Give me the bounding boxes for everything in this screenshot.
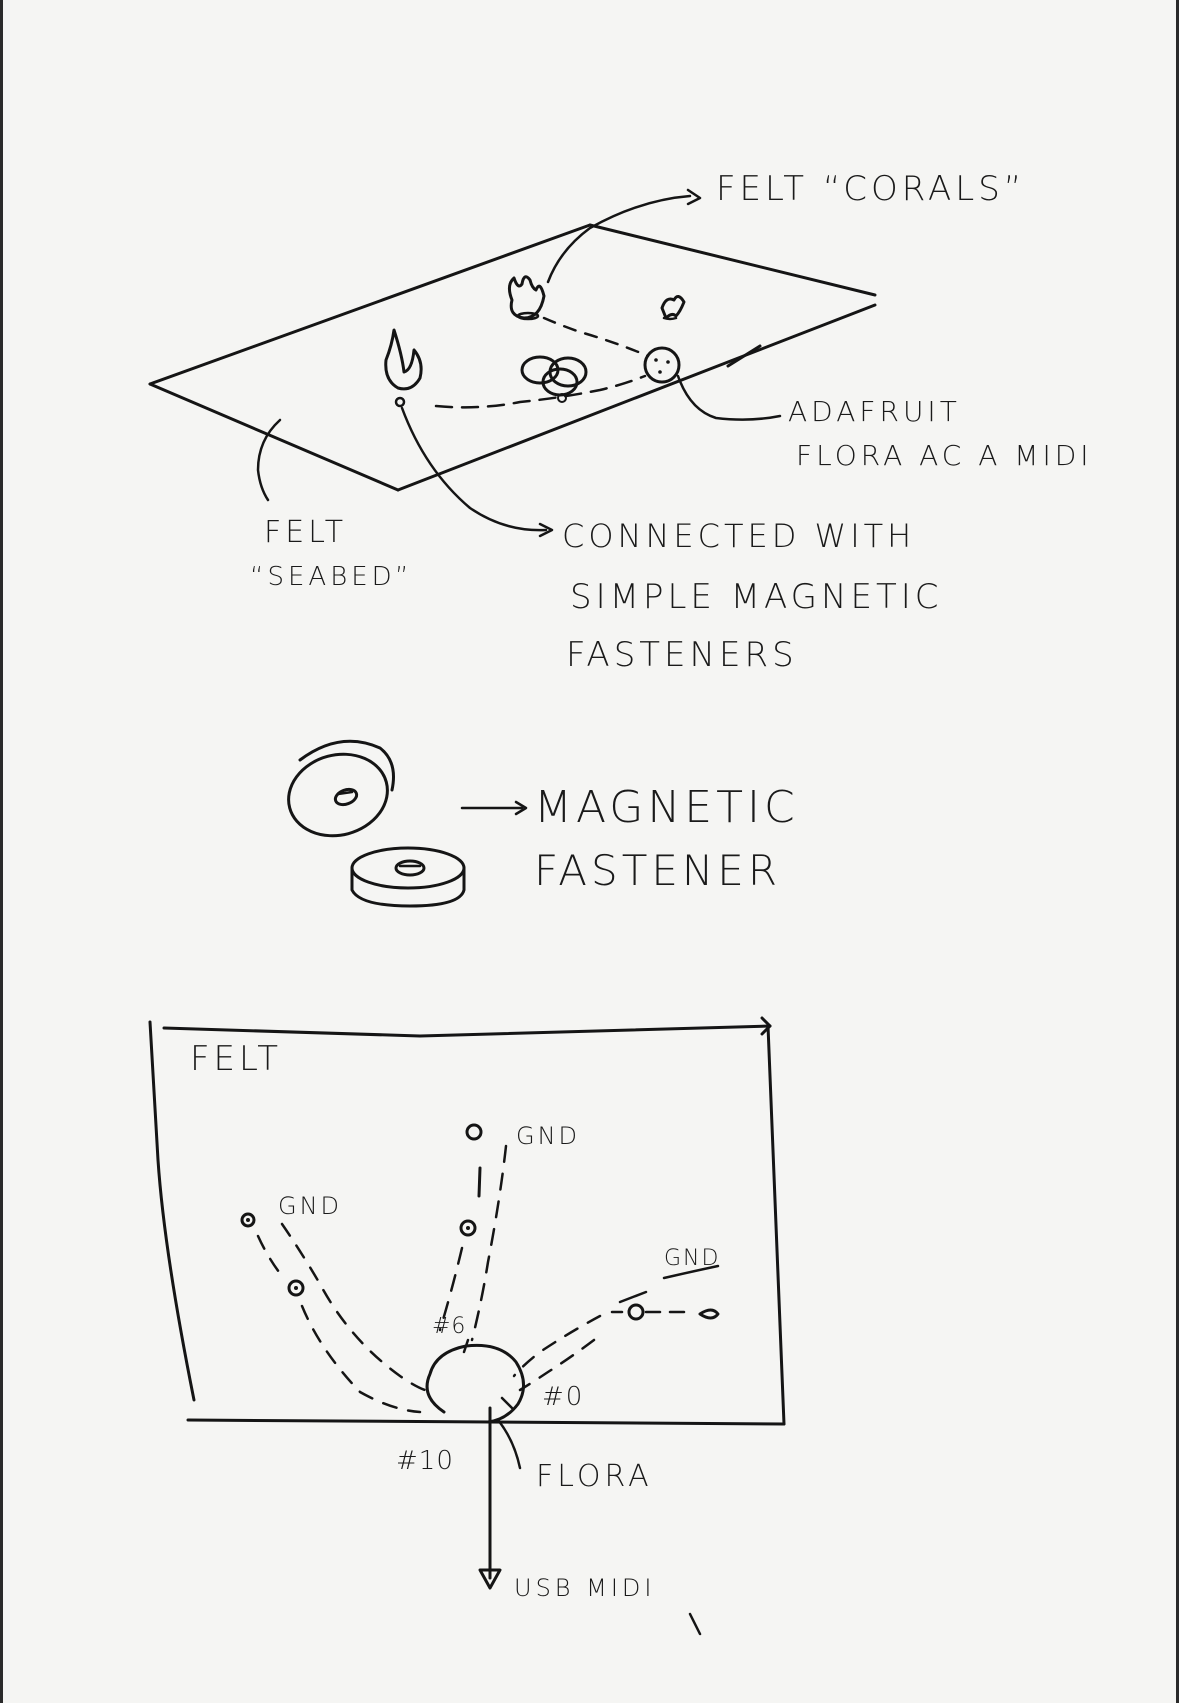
flora-leader-line (496, 1418, 522, 1470)
conductive-thread-lines (434, 316, 650, 409)
magnet-rings-icon (520, 355, 588, 403)
pin-6-label: #6 (432, 1314, 467, 1339)
gnd-top-label: GND (516, 1122, 581, 1150)
connected-label-line1: CONNECTED WITH (562, 517, 916, 555)
usb-midi-label: USB MIDI (514, 1574, 656, 1602)
magnetic-fastener-arrow (460, 800, 528, 816)
fastener-top (438, 1123, 508, 1342)
connected-leader-arrow (400, 406, 554, 538)
magnetic-fastener-label-line2: FASTENER (534, 846, 782, 895)
adafruit-label-line1: ADAFRUIT (788, 395, 961, 428)
stray-pen-mark (688, 1612, 702, 1636)
coral-icon (507, 275, 546, 321)
usb-cable-arrow (478, 1406, 502, 1590)
gnd-right-label: GND (664, 1246, 721, 1271)
fastener-right (512, 1264, 720, 1392)
flora-label: FLORA (536, 1459, 653, 1494)
felt-panel-label: FELT (190, 1039, 283, 1079)
coral-icon (384, 328, 423, 408)
adafruit-leader-line (676, 374, 782, 421)
felt-seabed-label-line2: “SEABED” (250, 562, 413, 592)
connected-label-line3: FASTENERS (566, 635, 798, 675)
adafruit-label-line2: FLORA AC A MIDI (796, 439, 1093, 472)
fastener-left (240, 1212, 434, 1414)
felt-panel-outline (148, 1016, 786, 1426)
felt-corals-label: FELT “CORALS” (716, 169, 1026, 209)
seabed-leader-line (256, 418, 282, 502)
connected-label-line2: SIMPLE MAGNETIC (570, 577, 943, 617)
flora-board-icon (425, 1338, 525, 1424)
felt-seabed-sheet (148, 223, 877, 492)
magnetic-fastener-icon (287, 739, 395, 838)
magnetic-fastener-icon (350, 846, 466, 908)
flora-board-icon (643, 346, 681, 384)
pin-10-label: #10 (396, 1446, 454, 1476)
gnd-left-label: GND (278, 1192, 343, 1220)
coral-icon (660, 295, 686, 321)
magnetic-fastener-label-line1: MAGNETIC (534, 782, 799, 833)
felt-seabed-label-line1: FELT (264, 515, 348, 550)
corals-leader-arrow (546, 188, 702, 284)
pin-0-label: #0 (542, 1382, 585, 1412)
